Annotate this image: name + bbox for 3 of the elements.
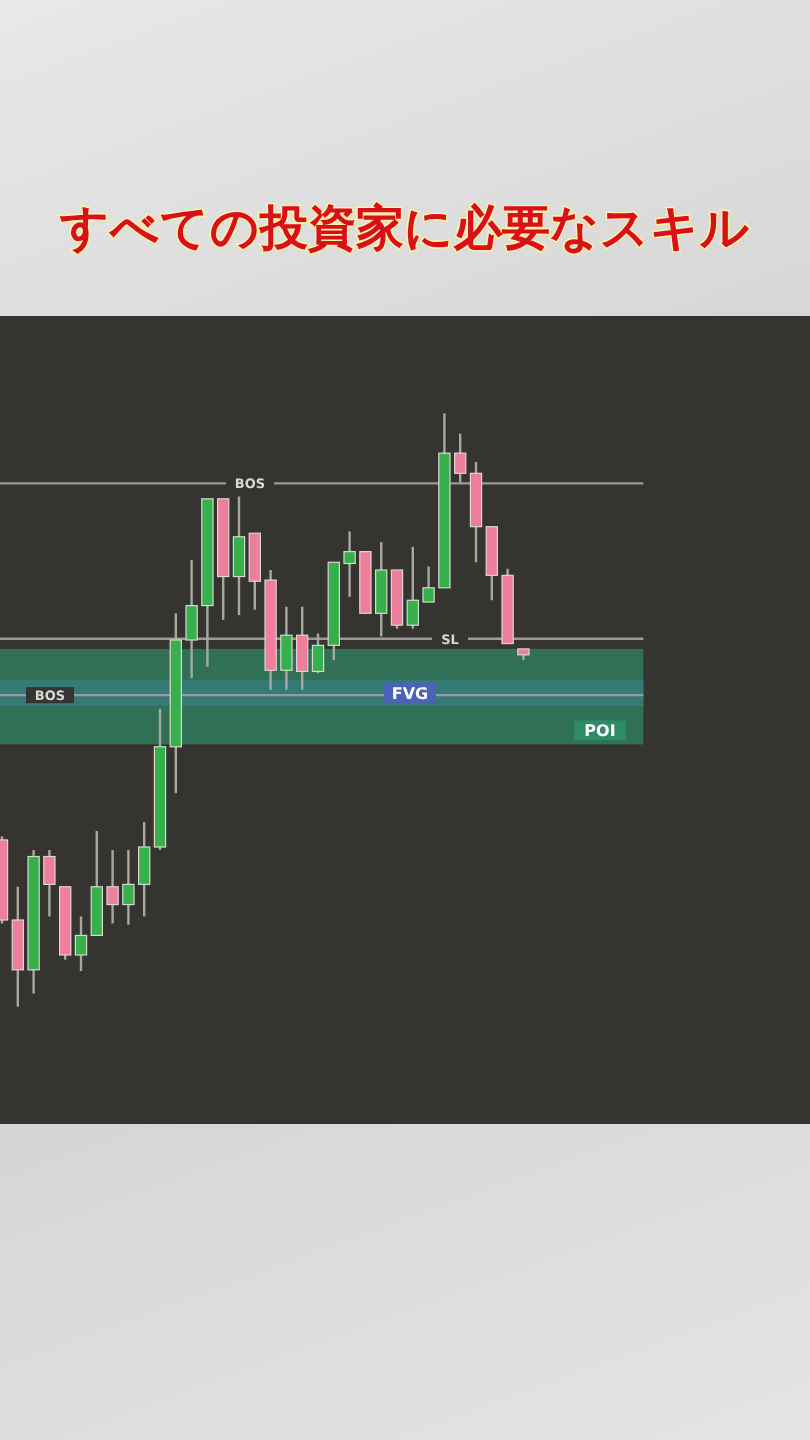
- band-label: FVG: [391, 684, 429, 703]
- title: すべての投資家に必要なスキル: [60, 200, 750, 256]
- band-label: POI: [584, 722, 616, 741]
